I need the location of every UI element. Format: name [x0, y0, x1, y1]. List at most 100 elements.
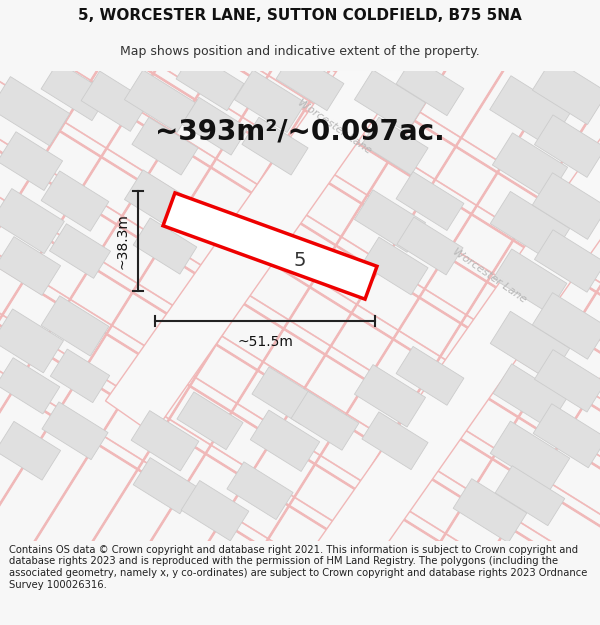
- Polygon shape: [493, 249, 567, 313]
- Polygon shape: [177, 392, 243, 449]
- Text: ~393m²/~0.097ac.: ~393m²/~0.097ac.: [155, 117, 445, 145]
- Polygon shape: [227, 462, 293, 519]
- Polygon shape: [235, 70, 305, 132]
- Polygon shape: [0, 173, 600, 597]
- Polygon shape: [0, 0, 600, 262]
- Polygon shape: [22, 51, 341, 561]
- Polygon shape: [0, 51, 110, 561]
- Polygon shape: [250, 410, 320, 471]
- Polygon shape: [362, 412, 428, 469]
- Polygon shape: [495, 466, 565, 526]
- Polygon shape: [313, 51, 600, 561]
- Polygon shape: [396, 57, 464, 116]
- Polygon shape: [176, 52, 244, 111]
- Polygon shape: [0, 0, 600, 378]
- Text: Worcester Lane: Worcester Lane: [451, 247, 529, 305]
- Polygon shape: [370, 51, 600, 561]
- Polygon shape: [124, 70, 196, 132]
- Text: Contains OS data © Crown copyright and database right 2021. This information is : Contains OS data © Crown copyright and d…: [9, 545, 587, 589]
- Polygon shape: [397, 217, 463, 275]
- Polygon shape: [0, 0, 600, 365]
- Polygon shape: [276, 52, 344, 111]
- Polygon shape: [50, 349, 110, 403]
- Polygon shape: [428, 51, 600, 561]
- Polygon shape: [133, 458, 197, 514]
- Polygon shape: [0, 189, 64, 254]
- Polygon shape: [252, 367, 318, 425]
- Polygon shape: [490, 191, 570, 261]
- Polygon shape: [41, 296, 109, 356]
- Polygon shape: [133, 218, 197, 274]
- Polygon shape: [362, 237, 428, 295]
- Polygon shape: [487, 51, 600, 561]
- Polygon shape: [453, 479, 527, 542]
- Polygon shape: [535, 349, 600, 412]
- Polygon shape: [0, 289, 600, 625]
- Polygon shape: [0, 132, 62, 191]
- Polygon shape: [80, 51, 400, 561]
- Polygon shape: [81, 71, 149, 131]
- Polygon shape: [181, 481, 249, 541]
- Polygon shape: [0, 237, 61, 296]
- Polygon shape: [106, 0, 554, 434]
- Polygon shape: [0, 127, 600, 551]
- Polygon shape: [535, 115, 600, 178]
- Text: Worcester Lane: Worcester Lane: [296, 97, 374, 156]
- Polygon shape: [256, 58, 600, 625]
- Polygon shape: [0, 346, 600, 625]
- Polygon shape: [533, 404, 600, 468]
- Polygon shape: [132, 118, 198, 175]
- Polygon shape: [0, 0, 600, 423]
- Polygon shape: [490, 421, 570, 491]
- Polygon shape: [532, 58, 600, 124]
- Polygon shape: [355, 70, 425, 132]
- Polygon shape: [532, 173, 600, 239]
- Polygon shape: [0, 242, 600, 625]
- Polygon shape: [493, 364, 567, 428]
- Polygon shape: [0, 184, 600, 609]
- Polygon shape: [396, 172, 464, 231]
- Polygon shape: [139, 51, 458, 561]
- Text: ~38.3m: ~38.3m: [116, 213, 130, 269]
- Polygon shape: [0, 0, 600, 249]
- Text: 5: 5: [294, 251, 306, 271]
- Polygon shape: [41, 62, 109, 121]
- Polygon shape: [49, 224, 110, 278]
- Polygon shape: [291, 391, 359, 450]
- Polygon shape: [0, 11, 600, 436]
- Polygon shape: [0, 231, 600, 625]
- Polygon shape: [0, 69, 600, 493]
- Text: ~51.5m: ~51.5m: [237, 335, 293, 349]
- Polygon shape: [0, 421, 61, 480]
- Polygon shape: [0, 0, 600, 319]
- Polygon shape: [396, 346, 464, 405]
- Polygon shape: [0, 309, 64, 373]
- Polygon shape: [0, 115, 600, 539]
- Polygon shape: [0, 358, 600, 625]
- Polygon shape: [42, 402, 108, 459]
- Polygon shape: [41, 171, 109, 231]
- Polygon shape: [490, 76, 570, 147]
- Polygon shape: [131, 411, 199, 471]
- Polygon shape: [196, 51, 515, 561]
- Polygon shape: [242, 118, 308, 175]
- Polygon shape: [0, 77, 70, 146]
- Polygon shape: [163, 193, 377, 299]
- Polygon shape: [535, 230, 600, 292]
- Polygon shape: [0, 51, 284, 561]
- Polygon shape: [182, 98, 248, 155]
- Polygon shape: [0, 357, 60, 414]
- Text: 5, WORCESTER LANE, SUTTON COLDFIELD, B75 5NA: 5, WORCESTER LANE, SUTTON COLDFIELD, B75…: [78, 8, 522, 23]
- Polygon shape: [0, 51, 226, 561]
- Polygon shape: [0, 0, 600, 308]
- Polygon shape: [0, 57, 600, 481]
- Polygon shape: [254, 51, 574, 561]
- Polygon shape: [532, 292, 600, 359]
- Polygon shape: [355, 364, 425, 427]
- Polygon shape: [124, 170, 196, 232]
- Polygon shape: [490, 311, 570, 381]
- Polygon shape: [0, 301, 600, 625]
- Polygon shape: [0, 51, 167, 561]
- Polygon shape: [493, 133, 568, 199]
- Polygon shape: [362, 118, 428, 175]
